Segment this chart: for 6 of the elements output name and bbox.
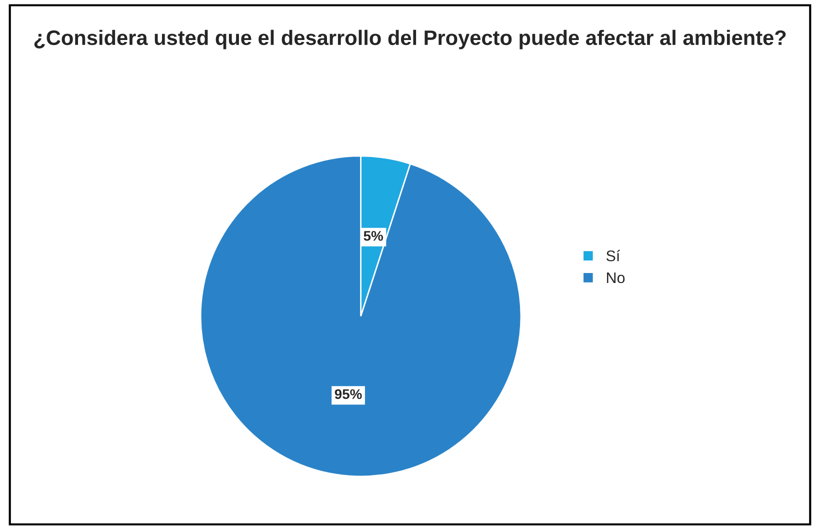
pie-slice — [200, 155, 522, 478]
chart-title: ¿Considera usted que el desarrollo del Proyecto puede afectar al ambiente? — [34, 30, 786, 50]
data-label: 5% — [364, 231, 383, 241]
data-label: 95% — [334, 389, 362, 400]
legend-label: Sí — [606, 250, 620, 262]
legend-label: No — [606, 272, 625, 284]
